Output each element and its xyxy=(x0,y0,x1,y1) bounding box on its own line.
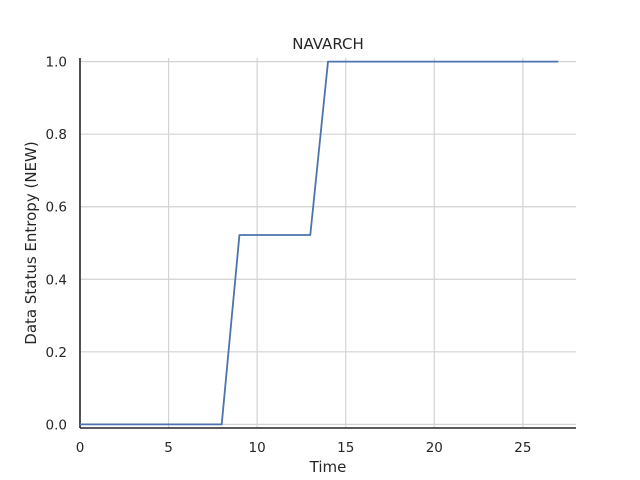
x-tick-label: 0 xyxy=(76,440,85,456)
y-tick-labels: 0.0 0.2 0.4 0.6 0.8 1.0 xyxy=(46,55,67,434)
x-tick-label: 5 xyxy=(164,440,173,456)
x-axis-title: Time xyxy=(309,458,347,476)
y-tick-label: 0.6 xyxy=(46,200,67,216)
grid xyxy=(80,58,576,428)
axes xyxy=(79,58,576,429)
x-tick-label: 10 xyxy=(249,440,266,456)
chart-title: NAVARCH xyxy=(292,35,364,53)
x-tick-label: 25 xyxy=(514,440,531,456)
y-tick-label: 0.8 xyxy=(46,127,67,143)
series xyxy=(80,60,559,426)
x-tick-label: 20 xyxy=(426,440,443,456)
y-axis-title: Data Status Entropy (NEW) xyxy=(22,141,40,344)
series-line-navarch xyxy=(80,60,559,426)
y-tick-label: 0.4 xyxy=(46,272,67,288)
y-tick-label: 1.0 xyxy=(46,55,67,71)
y-tick-label: 0.2 xyxy=(46,345,67,361)
x-tick-labels: 0 5 10 15 20 25 xyxy=(76,440,532,456)
y-tick-label: 0.0 xyxy=(46,417,67,433)
x-tick-label: 15 xyxy=(337,440,354,456)
